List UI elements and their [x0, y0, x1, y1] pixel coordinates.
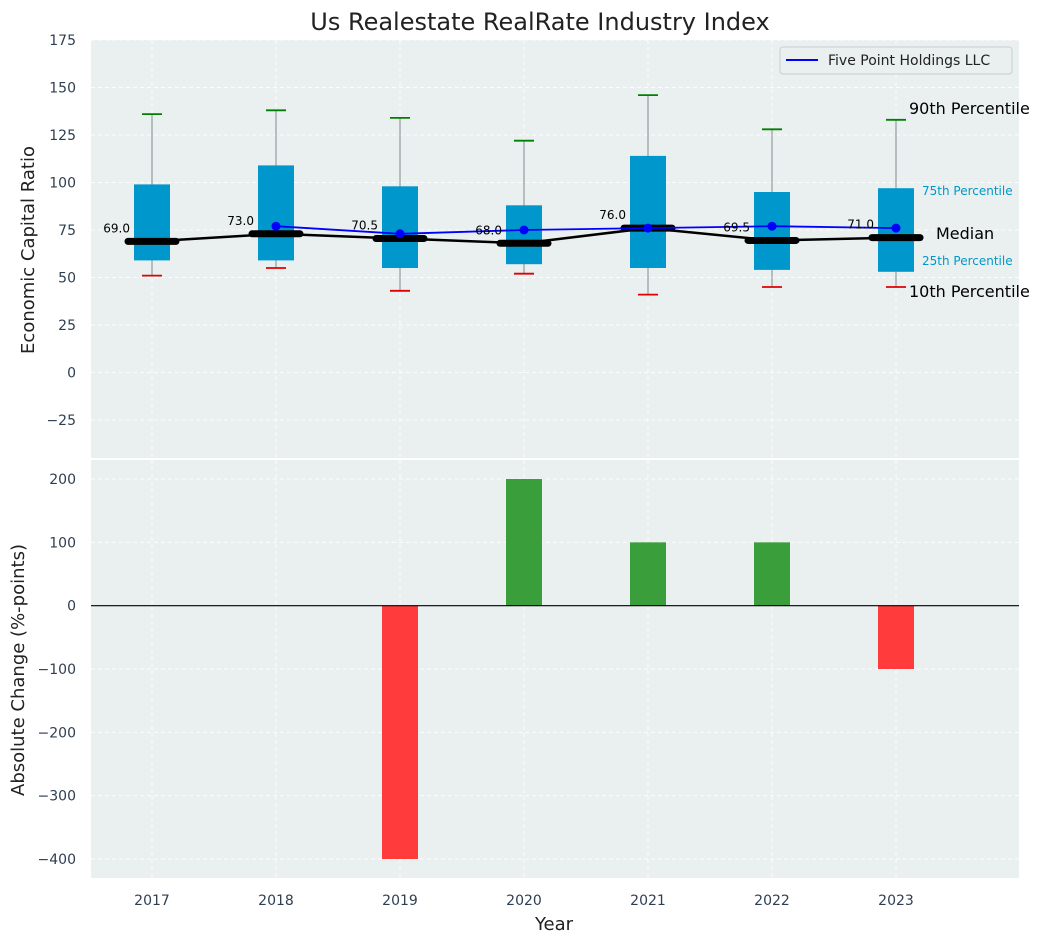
top-y-tick-labels: −25 0 25 50 75 100 125 150 175 — [46, 33, 76, 429]
x-tick: 2021 — [630, 893, 666, 909]
percentile-box — [630, 155, 666, 268]
top-y-tick: 25 — [58, 318, 76, 334]
x-tick: 2018 — [258, 893, 294, 909]
median-value-label: 69.0 — [103, 221, 130, 235]
median-marks — [124, 224, 924, 247]
x-tick-labels: 2017 2018 2019 2020 2021 2022 2023 — [134, 893, 914, 909]
median-value-labels: 69.0 73.0 70.5 68.0 76.0 69.5 71.0 — [103, 208, 874, 237]
company-point — [395, 229, 405, 239]
bottom-y-tick: 0 — [67, 599, 76, 615]
top-panel-grid — [91, 39, 1019, 458]
x-tick: 2022 — [754, 893, 790, 909]
percentile-box — [258, 165, 294, 261]
bottom-y-axis-label: Absolute Change (%-points) — [8, 544, 29, 796]
annotation-25th-percentile: 25th Percentile — [922, 254, 1013, 268]
bottom-y-tick: −400 — [38, 852, 76, 868]
top-y-tick: 125 — [49, 128, 76, 144]
legend: Five Point Holdings LLC — [779, 46, 1013, 75]
change-bar — [506, 479, 542, 606]
bottom-y-tick-labels: −400 −300 −200 −100 0 100 200 — [38, 472, 76, 868]
median-value-label: 70.5 — [351, 219, 378, 233]
x-tick: 2017 — [134, 893, 170, 909]
median-value-label: 73.0 — [227, 214, 254, 228]
annotation-90th-percentile: 90th Percentile — [909, 99, 1030, 118]
bottom-y-tick: 200 — [49, 472, 76, 488]
percentile-box — [506, 205, 542, 265]
top-y-tick: −25 — [46, 413, 76, 429]
company-points — [271, 221, 901, 239]
median-value-label: 69.5 — [723, 220, 750, 234]
annotation-75th-percentile: 75th Percentile — [922, 184, 1013, 198]
bottom-y-tick: −100 — [38, 662, 76, 678]
legend-label: Five Point Holdings LLC — [828, 53, 990, 69]
bottom-y-tick: −200 — [38, 725, 76, 741]
company-line — [275, 225, 897, 235]
change-bar — [878, 605, 914, 669]
median-value-label: 68.0 — [475, 223, 502, 237]
change-bar — [630, 542, 666, 606]
percentile-box — [754, 192, 790, 270]
annotation-median: Median — [936, 224, 994, 243]
company-point — [519, 225, 529, 235]
top-y-tick: 75 — [58, 223, 76, 239]
x-axis-label: Year — [534, 914, 574, 935]
bottom-y-tick: 100 — [49, 535, 76, 551]
chart-title: Us Realestate RealRate Industry Index — [310, 8, 769, 36]
top-panel-background — [91, 40, 1019, 458]
percentile-box — [134, 184, 170, 261]
percentile-box — [382, 186, 418, 268]
top-y-tick: 50 — [58, 271, 76, 287]
company-point — [891, 223, 901, 233]
x-tick: 2019 — [382, 893, 418, 909]
x-tick: 2023 — [878, 893, 914, 909]
annotation-10th-percentile: 10th Percentile — [909, 282, 1030, 301]
top-y-tick: 150 — [49, 81, 76, 97]
legend-frame — [779, 46, 1013, 75]
median-value-label: 76.0 — [599, 208, 626, 222]
company-point — [767, 221, 777, 231]
top-y-axis-label: Economic Capital Ratio — [18, 146, 39, 354]
company-point — [271, 221, 281, 231]
change-bars — [382, 479, 914, 859]
bottom-panel-grid — [91, 460, 1019, 878]
top-y-tick: 100 — [49, 176, 76, 192]
top-y-tick: 175 — [49, 33, 76, 49]
median-value-label: 71.0 — [847, 218, 874, 232]
x-tick: 2020 — [506, 893, 542, 909]
change-bar — [754, 542, 790, 606]
top-y-tick: 0 — [67, 366, 76, 382]
percentile-boxes — [134, 94, 914, 296]
bottom-y-tick: −300 — [38, 789, 76, 805]
change-bar — [382, 605, 418, 859]
company-point — [643, 223, 653, 233]
